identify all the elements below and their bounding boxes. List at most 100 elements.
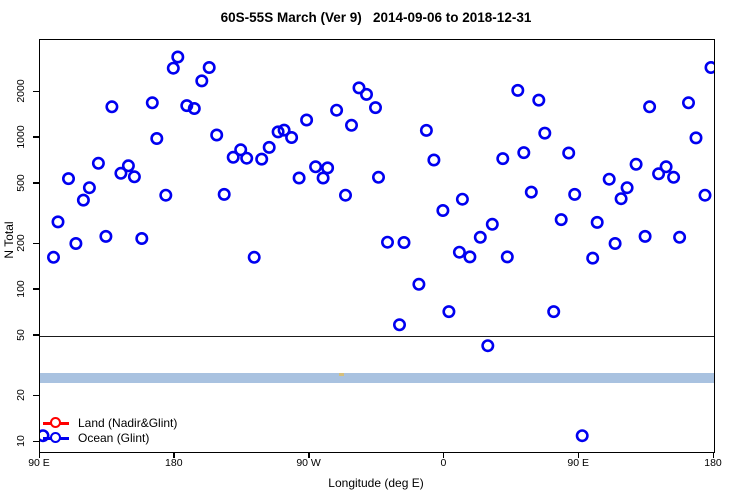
data-point xyxy=(412,277,426,291)
data-point xyxy=(40,429,50,443)
data-point xyxy=(171,50,185,64)
data-point xyxy=(330,103,344,117)
data-point xyxy=(652,167,666,181)
y-axis-title: N Total xyxy=(2,221,16,259)
data-point xyxy=(485,217,499,231)
data-point xyxy=(614,192,628,206)
data-point xyxy=(568,187,582,201)
data-point xyxy=(338,188,352,202)
data-point xyxy=(344,118,358,132)
data-point xyxy=(195,74,209,88)
y-tick-mark xyxy=(33,440,39,443)
y-tick-label: 20 xyxy=(15,389,27,402)
data-point xyxy=(309,160,323,174)
data-point xyxy=(217,187,231,201)
y-tick-mark xyxy=(33,90,39,93)
data-point xyxy=(538,126,552,140)
data-point xyxy=(91,156,105,170)
data-point xyxy=(436,204,450,218)
data-point xyxy=(442,305,456,319)
data-point xyxy=(562,146,576,160)
data-point xyxy=(590,215,604,229)
data-point xyxy=(673,230,687,244)
data-point xyxy=(638,229,652,243)
x-tick-label: 0 xyxy=(440,457,447,469)
x-tick-mark xyxy=(442,452,445,458)
data-point xyxy=(629,157,643,171)
data-point xyxy=(463,250,477,264)
legend-label-ocean: Ocean (Glint) xyxy=(78,431,150,445)
x-tick-mark xyxy=(308,452,310,458)
legend-label-land: Land (Nadir&Glint) xyxy=(78,416,178,430)
x-tick-mark xyxy=(712,452,714,458)
data-point xyxy=(145,96,159,110)
data-point xyxy=(321,161,335,175)
data-point xyxy=(455,192,469,206)
data-point xyxy=(575,429,589,443)
data-point xyxy=(180,99,194,113)
x-tick-mark xyxy=(38,452,40,458)
data-point xyxy=(352,81,366,95)
data-point xyxy=(76,193,90,207)
data-point xyxy=(159,188,173,202)
reference-line-50 xyxy=(40,335,714,337)
data-point xyxy=(202,60,216,74)
y-tick-mark xyxy=(33,288,39,290)
data-point xyxy=(127,170,141,184)
y-tick-label: 1000 xyxy=(15,125,27,149)
data-point xyxy=(114,166,128,180)
y-tick-label: 100 xyxy=(15,280,27,298)
anomaly-mark xyxy=(339,373,345,377)
data-point xyxy=(481,339,495,353)
data-point xyxy=(496,152,510,166)
data-point xyxy=(620,181,634,195)
data-point xyxy=(392,318,406,332)
data-point xyxy=(473,230,487,244)
data-point xyxy=(255,152,269,166)
data-point xyxy=(659,160,673,174)
x-tick-mark xyxy=(577,452,580,458)
data-point xyxy=(667,170,681,184)
data-point xyxy=(240,151,254,165)
data-point xyxy=(698,188,712,202)
data-point xyxy=(547,305,561,319)
data-point xyxy=(359,87,373,101)
data-point xyxy=(292,171,306,185)
data-point xyxy=(105,100,119,114)
data-point xyxy=(524,185,538,199)
x-tick-label: 90 E xyxy=(28,457,50,469)
data-point xyxy=(704,61,714,74)
data-point xyxy=(210,128,224,142)
data-point xyxy=(285,131,299,145)
scatter-points xyxy=(40,50,714,443)
data-point xyxy=(82,181,96,195)
data-point xyxy=(121,159,135,173)
x-tick-label: 180 xyxy=(704,457,722,469)
data-point xyxy=(150,132,164,146)
data-point xyxy=(371,170,385,184)
plot-area: Land (Nadir&Glint) Ocean (Glint) xyxy=(39,39,715,453)
data-point xyxy=(643,100,657,114)
data-point xyxy=(99,229,113,243)
data-point xyxy=(608,237,622,251)
y-tick-label: 200 xyxy=(15,234,27,252)
data-point xyxy=(511,83,525,97)
data-point xyxy=(262,140,276,154)
y-tick-mark xyxy=(33,394,39,397)
data-point xyxy=(247,250,261,264)
data-point xyxy=(300,113,314,127)
data-point xyxy=(51,215,65,229)
y-tick-label: 2000 xyxy=(15,79,27,103)
land-legend-marker-icon xyxy=(50,417,61,428)
data-point xyxy=(69,237,83,251)
data-point xyxy=(271,125,285,139)
data-point xyxy=(419,123,433,137)
data-point xyxy=(47,250,60,264)
y-tick-mark xyxy=(33,182,39,184)
y-tick-label: 50 xyxy=(15,328,27,341)
data-point xyxy=(380,235,394,249)
data-point xyxy=(532,93,546,107)
data-point xyxy=(602,172,616,186)
data-point xyxy=(368,101,382,115)
